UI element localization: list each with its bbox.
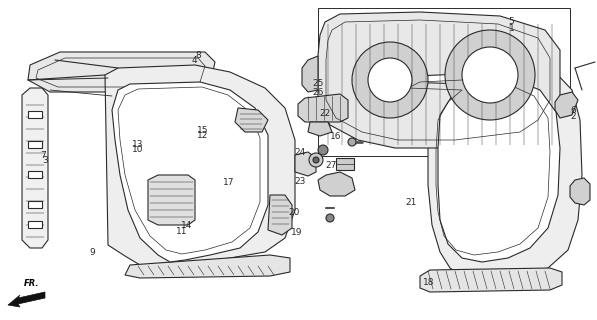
Polygon shape xyxy=(570,178,590,205)
Polygon shape xyxy=(318,172,355,196)
Text: 11: 11 xyxy=(176,227,188,236)
Text: 15: 15 xyxy=(197,126,209,135)
Text: 23: 23 xyxy=(294,177,306,186)
Circle shape xyxy=(326,214,334,222)
Polygon shape xyxy=(268,195,292,235)
Text: 13: 13 xyxy=(131,140,143,149)
Text: 24: 24 xyxy=(295,148,306,156)
Polygon shape xyxy=(28,52,215,92)
Bar xyxy=(28,201,42,208)
Polygon shape xyxy=(318,12,560,148)
Polygon shape xyxy=(388,62,582,280)
Text: 18: 18 xyxy=(423,278,435,287)
Polygon shape xyxy=(235,108,268,132)
Text: 25: 25 xyxy=(312,79,324,88)
Text: 16: 16 xyxy=(330,132,341,141)
Circle shape xyxy=(352,42,428,118)
Bar xyxy=(28,171,42,178)
Polygon shape xyxy=(125,255,290,278)
Text: 17: 17 xyxy=(223,178,235,187)
Circle shape xyxy=(313,157,319,163)
Circle shape xyxy=(309,153,323,167)
Text: 21: 21 xyxy=(405,198,417,207)
Text: 7: 7 xyxy=(40,151,46,160)
Polygon shape xyxy=(302,56,318,92)
Text: 27: 27 xyxy=(325,161,337,170)
Polygon shape xyxy=(295,152,316,176)
Polygon shape xyxy=(8,292,45,307)
Circle shape xyxy=(445,30,535,120)
Text: 9: 9 xyxy=(90,248,96,257)
Circle shape xyxy=(462,47,518,103)
Text: FR.: FR. xyxy=(24,279,40,288)
Polygon shape xyxy=(298,94,348,122)
Polygon shape xyxy=(22,88,48,248)
Bar xyxy=(28,111,42,118)
Text: 10: 10 xyxy=(131,145,143,154)
Polygon shape xyxy=(105,65,295,272)
Text: 22: 22 xyxy=(320,109,331,118)
Text: 2: 2 xyxy=(570,112,576,121)
Bar xyxy=(336,158,354,170)
Text: 14: 14 xyxy=(180,221,192,230)
Bar xyxy=(28,141,42,148)
Polygon shape xyxy=(148,175,195,225)
Polygon shape xyxy=(420,268,562,292)
Circle shape xyxy=(318,145,328,155)
Circle shape xyxy=(348,138,356,146)
Text: 19: 19 xyxy=(291,228,303,237)
Bar xyxy=(28,221,42,228)
Polygon shape xyxy=(308,122,332,136)
Text: 26: 26 xyxy=(312,88,324,97)
Text: 4: 4 xyxy=(191,56,197,65)
Text: 12: 12 xyxy=(197,131,209,140)
Polygon shape xyxy=(555,92,578,118)
Polygon shape xyxy=(400,74,560,262)
Text: 3: 3 xyxy=(42,156,48,164)
Circle shape xyxy=(368,58,412,102)
Text: 8: 8 xyxy=(195,51,201,60)
Polygon shape xyxy=(112,82,268,262)
Text: 6: 6 xyxy=(570,106,576,115)
Text: 1: 1 xyxy=(509,24,515,33)
Text: 20: 20 xyxy=(288,208,300,217)
Bar xyxy=(318,8,570,156)
Text: 5: 5 xyxy=(509,17,515,26)
